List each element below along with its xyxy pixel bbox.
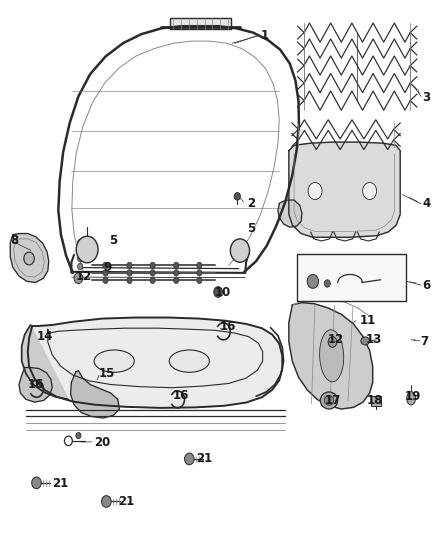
Bar: [297, 254, 406, 301]
Circle shape: [234, 192, 240, 200]
Ellipse shape: [94, 350, 134, 372]
Circle shape: [308, 182, 322, 199]
Circle shape: [307, 274, 318, 288]
Circle shape: [76, 432, 81, 439]
Circle shape: [103, 277, 108, 284]
Text: 21: 21: [52, 477, 68, 490]
Text: 15: 15: [99, 367, 115, 381]
Circle shape: [238, 240, 242, 245]
Circle shape: [173, 262, 179, 269]
Polygon shape: [71, 370, 120, 418]
Circle shape: [24, 252, 34, 265]
Circle shape: [74, 273, 83, 284]
Circle shape: [103, 270, 108, 276]
Text: 4: 4: [422, 197, 430, 211]
Polygon shape: [289, 303, 373, 409]
Text: 11: 11: [360, 314, 376, 327]
Polygon shape: [170, 18, 231, 29]
Circle shape: [127, 270, 132, 276]
Text: 7: 7: [421, 335, 429, 349]
Circle shape: [150, 262, 155, 269]
Text: 5: 5: [247, 222, 256, 235]
Circle shape: [102, 496, 111, 507]
Circle shape: [78, 247, 83, 254]
Ellipse shape: [407, 392, 416, 405]
Polygon shape: [21, 325, 68, 399]
Text: 12: 12: [76, 270, 92, 282]
Circle shape: [197, 270, 202, 276]
Text: 6: 6: [422, 279, 430, 292]
Polygon shape: [289, 142, 400, 237]
Ellipse shape: [169, 350, 209, 372]
Text: 21: 21: [196, 453, 212, 465]
Polygon shape: [11, 233, 49, 282]
Circle shape: [197, 262, 202, 269]
Text: 1: 1: [261, 29, 268, 42]
Text: 3: 3: [422, 91, 430, 104]
Circle shape: [184, 453, 194, 465]
Circle shape: [238, 248, 242, 253]
Circle shape: [324, 280, 330, 287]
Text: 16: 16: [28, 378, 44, 391]
Ellipse shape: [320, 330, 344, 382]
Circle shape: [76, 236, 98, 263]
Circle shape: [32, 477, 41, 489]
Text: 13: 13: [365, 333, 381, 346]
Ellipse shape: [324, 395, 334, 405]
Polygon shape: [278, 200, 302, 227]
Ellipse shape: [320, 392, 338, 409]
Circle shape: [238, 256, 242, 261]
Polygon shape: [19, 368, 52, 402]
Circle shape: [127, 262, 132, 269]
Circle shape: [363, 182, 377, 199]
Circle shape: [214, 287, 223, 297]
Text: 14: 14: [36, 330, 53, 343]
Text: 18: 18: [367, 394, 383, 407]
Bar: [371, 396, 381, 406]
Circle shape: [78, 239, 83, 246]
Polygon shape: [28, 318, 283, 408]
Text: 17: 17: [325, 394, 341, 407]
Circle shape: [103, 262, 108, 269]
Ellipse shape: [361, 337, 370, 345]
Text: 10: 10: [215, 286, 231, 298]
Text: 16: 16: [173, 389, 190, 402]
Circle shape: [173, 277, 179, 284]
Text: 19: 19: [405, 390, 421, 403]
Circle shape: [173, 270, 179, 276]
Circle shape: [328, 337, 337, 348]
Circle shape: [150, 277, 155, 284]
Text: 5: 5: [109, 235, 117, 247]
Text: 2: 2: [247, 197, 255, 211]
Text: 9: 9: [103, 261, 112, 274]
Text: 8: 8: [11, 235, 18, 247]
Text: 16: 16: [220, 320, 236, 333]
Circle shape: [127, 277, 132, 284]
Circle shape: [197, 277, 202, 284]
Circle shape: [78, 263, 83, 270]
Text: 20: 20: [95, 437, 111, 449]
Circle shape: [78, 255, 83, 262]
Circle shape: [150, 270, 155, 276]
Text: 21: 21: [119, 495, 135, 508]
Circle shape: [230, 239, 250, 262]
Text: 12: 12: [327, 333, 343, 346]
